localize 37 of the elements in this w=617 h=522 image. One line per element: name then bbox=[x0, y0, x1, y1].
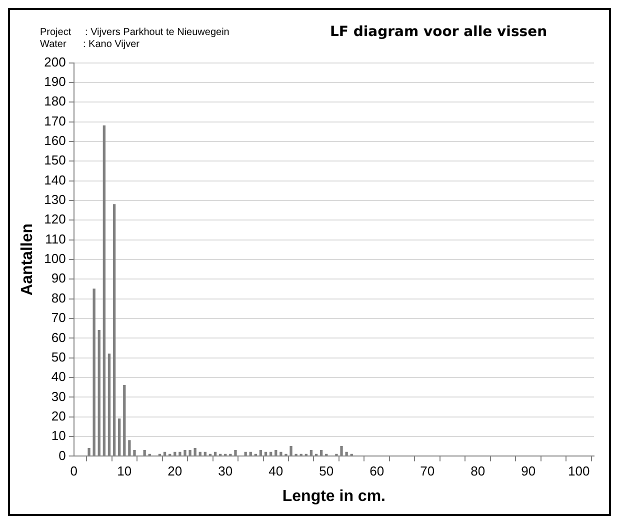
chart-title: LF diagram voor alle vissen bbox=[330, 24, 548, 40]
y-tick-label: 120 bbox=[44, 212, 66, 227]
y-tick-label: 80 bbox=[51, 290, 66, 306]
text: Water : Kano Vijver bbox=[40, 39, 140, 51]
y-tick-label: 100 bbox=[44, 251, 66, 266]
y-tick-label: 110 bbox=[45, 231, 66, 246]
y-tick-label: 10 bbox=[51, 428, 66, 444]
y-tick-label: 40 bbox=[51, 369, 66, 384]
x-tick-label: 40 bbox=[268, 464, 284, 479]
y-tick-label: 70 bbox=[51, 310, 66, 326]
y-tick-label: 170 bbox=[44, 113, 66, 128]
text: Project : Vijvers Parkhout te Nieuwegein bbox=[40, 27, 230, 39]
y-tick-label: 190 bbox=[44, 74, 66, 90]
y-tick-label: 180 bbox=[44, 94, 66, 109]
x-tick-label: 10 bbox=[117, 464, 132, 479]
y-tick-label: 140 bbox=[44, 172, 66, 188]
x-tick-label: 60 bbox=[370, 464, 384, 479]
x-tick-label: 90 bbox=[521, 464, 536, 479]
y-tick-label: 150 bbox=[44, 152, 66, 168]
x-tick-label: 80 bbox=[470, 464, 486, 479]
x-tick-label: 20 bbox=[168, 464, 182, 479]
x-axis-title: Lengte in cm. bbox=[282, 488, 386, 505]
y-tick-label: 30 bbox=[51, 388, 66, 404]
y-tick-label: 50 bbox=[51, 349, 66, 364]
x-tick-label: 50 bbox=[319, 464, 334, 479]
y-tick-label: 60 bbox=[51, 330, 66, 345]
y-tick-label: 200 bbox=[44, 54, 66, 70]
x-tick-label: 0 bbox=[70, 464, 78, 479]
x-tick-label: 30 bbox=[218, 464, 233, 479]
y-tick-label: 130 bbox=[44, 192, 66, 208]
y-tick-label: 160 bbox=[44, 133, 66, 148]
y-tick-label: 0 bbox=[58, 448, 66, 463]
y-axis-title: Aantallen bbox=[19, 223, 36, 296]
x-tick-label: 100 bbox=[568, 464, 590, 479]
x-tick-label: 70 bbox=[420, 464, 435, 479]
y-tick-label: 90 bbox=[51, 270, 66, 286]
y-tick-label: 20 bbox=[51, 408, 66, 424]
